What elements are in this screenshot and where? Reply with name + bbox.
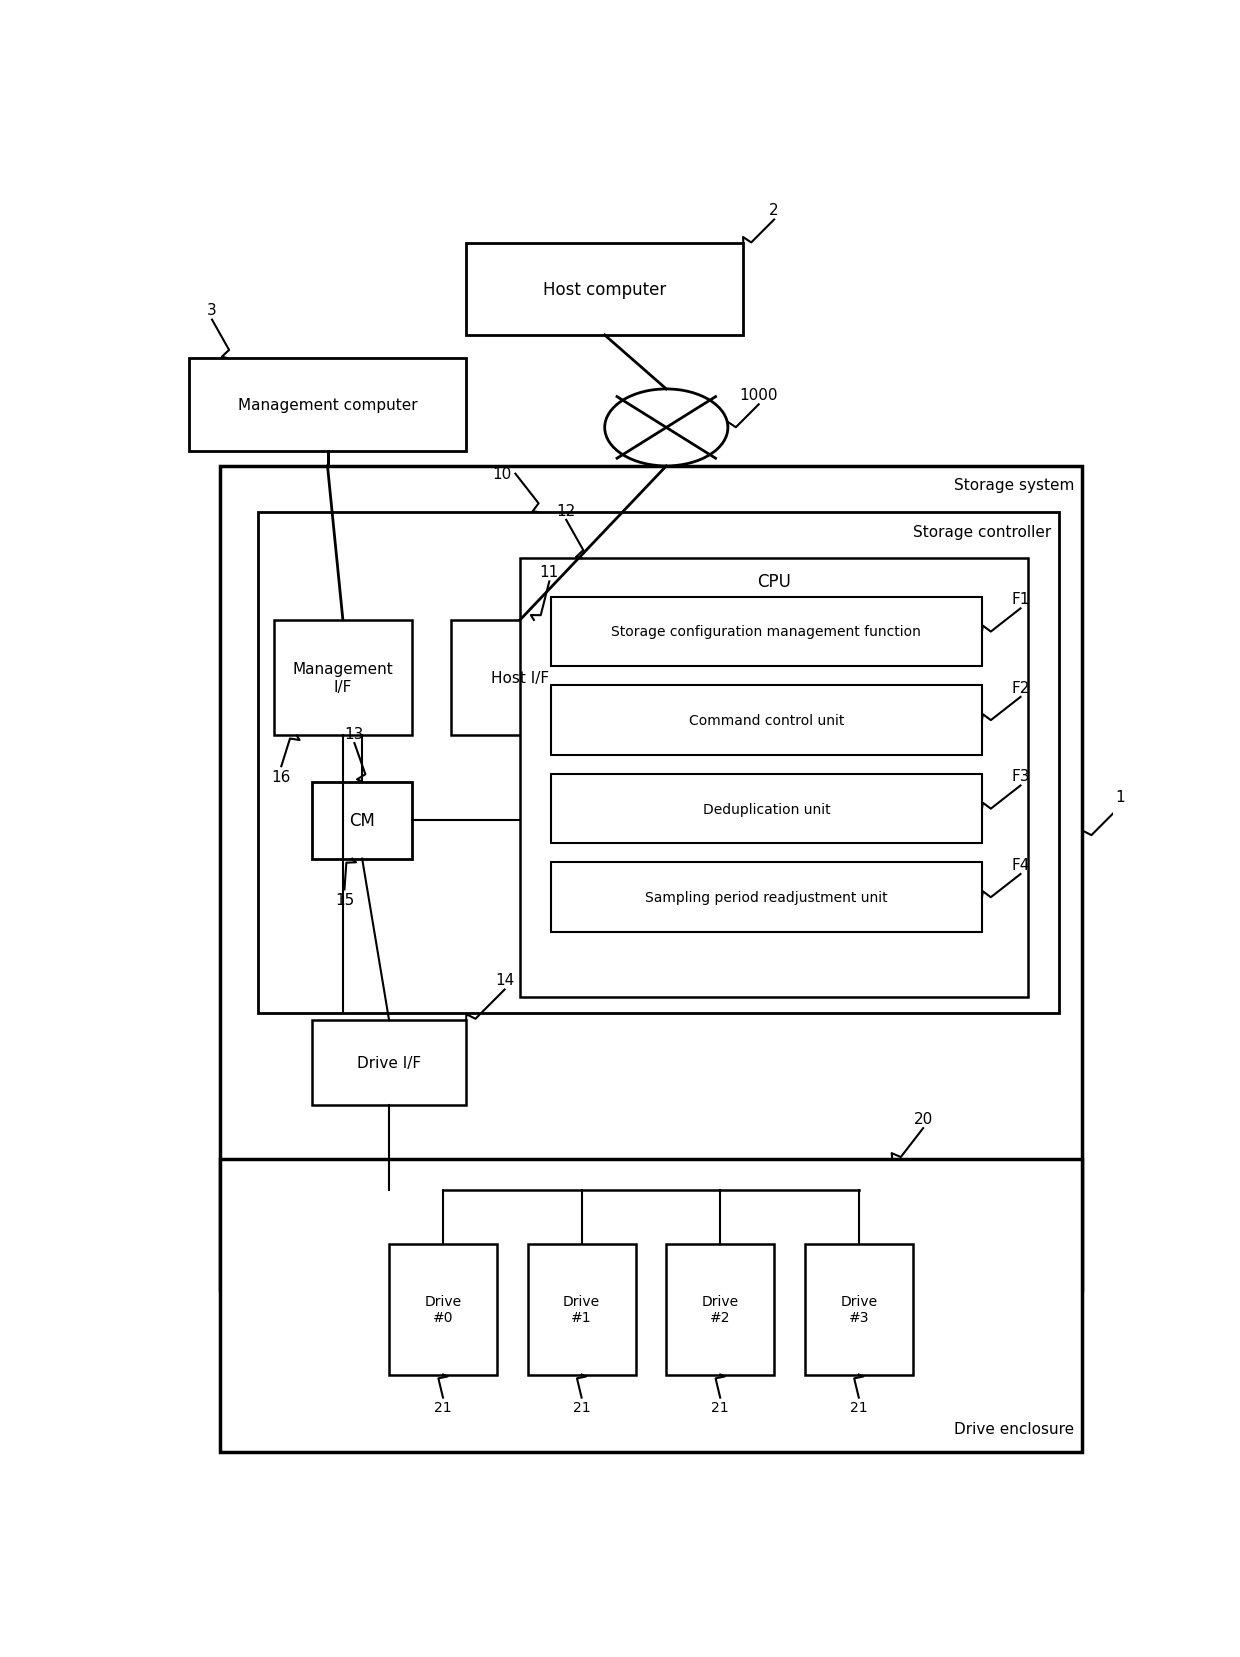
Bar <box>389 1244 497 1375</box>
Text: Deduplication unit: Deduplication unit <box>703 802 831 817</box>
Bar <box>274 620 412 736</box>
Bar <box>551 774 982 843</box>
Bar <box>520 558 1028 998</box>
Text: 15: 15 <box>335 891 355 906</box>
Text: 12: 12 <box>557 504 575 519</box>
Bar <box>219 467 1083 1291</box>
Text: F3: F3 <box>1012 769 1029 784</box>
Text: CPU: CPU <box>758 573 791 592</box>
Text: F2: F2 <box>1012 681 1029 696</box>
Text: Drive
#1: Drive #1 <box>563 1294 600 1324</box>
Ellipse shape <box>605 389 728 467</box>
Bar <box>450 620 589 736</box>
Text: 21: 21 <box>434 1400 451 1413</box>
Text: 20: 20 <box>914 1112 932 1127</box>
Text: F1: F1 <box>1012 592 1029 606</box>
Text: 2: 2 <box>769 204 779 219</box>
Text: Management computer: Management computer <box>238 398 418 413</box>
Text: 11: 11 <box>539 565 559 580</box>
Text: Host I/F: Host I/F <box>491 671 549 686</box>
Bar <box>551 686 982 756</box>
Text: CM: CM <box>350 812 374 830</box>
Bar <box>466 244 743 336</box>
Text: Management
I/F: Management I/F <box>293 663 393 694</box>
Bar <box>528 1244 635 1375</box>
Text: Command control unit: Command control unit <box>688 714 844 727</box>
Text: 1000: 1000 <box>739 388 777 403</box>
Bar <box>551 598 982 666</box>
Text: Drive
#0: Drive #0 <box>424 1294 461 1324</box>
Bar <box>312 1021 466 1105</box>
Text: 21: 21 <box>712 1400 729 1413</box>
Text: Drive enclosure: Drive enclosure <box>955 1422 1074 1437</box>
Text: Drive
#2: Drive #2 <box>702 1294 739 1324</box>
Text: Drive
#3: Drive #3 <box>841 1294 878 1324</box>
Text: 3: 3 <box>207 303 217 318</box>
Text: Storage configuration management function: Storage configuration management functio… <box>611 625 921 640</box>
Bar <box>551 863 982 933</box>
Text: 21: 21 <box>573 1400 590 1413</box>
Bar <box>219 1160 1083 1452</box>
Text: Drive I/F: Drive I/F <box>357 1056 422 1070</box>
Bar <box>188 360 466 451</box>
Text: 16: 16 <box>272 769 291 784</box>
Text: Sampling period readjustment unit: Sampling period readjustment unit <box>645 890 888 905</box>
Text: 1: 1 <box>1116 789 1126 804</box>
Bar <box>805 1244 913 1375</box>
Bar <box>312 782 412 858</box>
Bar <box>666 1244 774 1375</box>
Text: 14: 14 <box>495 973 515 988</box>
Text: F4: F4 <box>1012 857 1029 872</box>
Text: Storage controller: Storage controller <box>913 524 1052 539</box>
Text: 21: 21 <box>849 1400 868 1413</box>
Text: 13: 13 <box>345 726 365 741</box>
Text: 10: 10 <box>492 467 512 482</box>
Bar <box>258 512 1059 1012</box>
Text: Storage system: Storage system <box>954 479 1074 494</box>
Text: Host computer: Host computer <box>543 280 666 298</box>
